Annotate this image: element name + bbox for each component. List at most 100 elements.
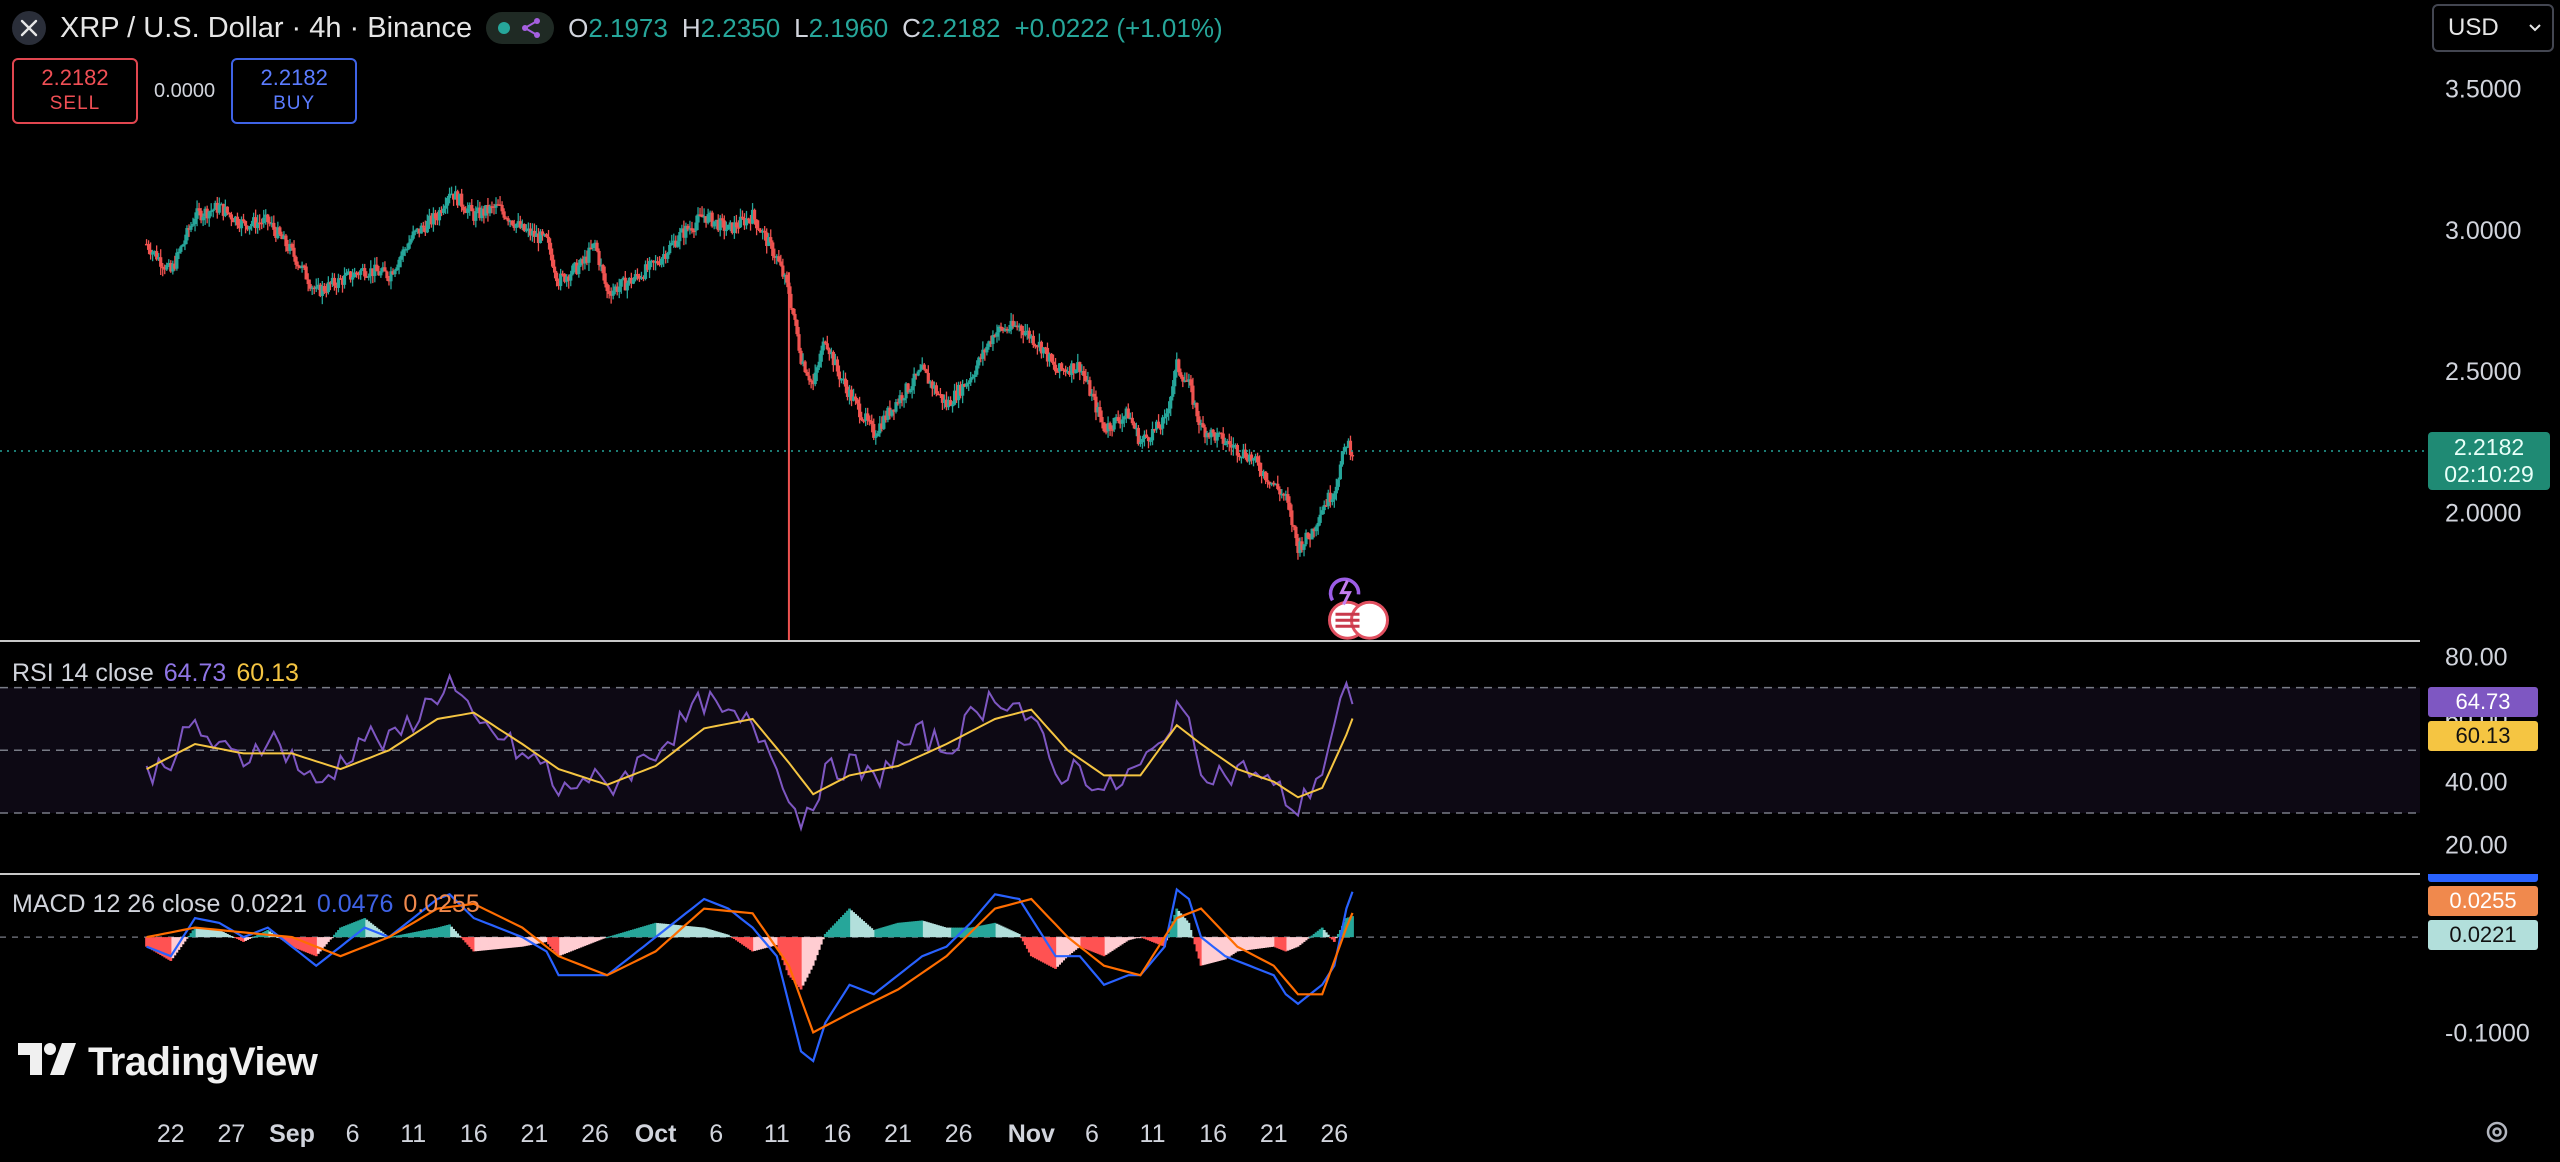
macd-histogram-bar: [557, 937, 561, 957]
macd-histogram-bar: [894, 923, 898, 938]
macd-histogram-bar: [1167, 933, 1171, 938]
price-candle: [789, 293, 793, 309]
close-icon[interactable]: [12, 11, 46, 45]
macd-histogram-bar: [817, 937, 821, 950]
macd-histogram-bar: [1169, 927, 1173, 938]
price-candle: [1025, 330, 1029, 333]
rsi-legend[interactable]: RSI 14 close 64.73 60.13: [12, 659, 299, 688]
price-candle: [1167, 408, 1171, 414]
price-candle: [544, 234, 549, 237]
macd-histogram-bar: [955, 927, 958, 938]
price-candle: [769, 237, 773, 243]
price-candle: [330, 277, 334, 285]
macd-histogram-bar: [668, 924, 672, 938]
price-candle: [193, 218, 197, 225]
macd-histogram-bar: [799, 937, 803, 990]
macd-histogram-bar: [1141, 937, 1144, 939]
macd-histogram-bar: [1185, 920, 1189, 938]
price-candle: [797, 334, 801, 351]
price-candle: [1314, 526, 1318, 532]
macd-histogram-bar: [169, 937, 173, 961]
macd-histogram-bar: [474, 937, 478, 952]
macd-histogram-bar: [704, 928, 708, 938]
macd-histogram-bar: [480, 937, 484, 951]
price-candle: [581, 259, 585, 264]
macd-histogram-bar: [1207, 937, 1211, 964]
price-candle: [536, 233, 541, 244]
macd-histogram-bar: [862, 921, 866, 938]
spread-value: 0.0000: [154, 79, 216, 102]
price-candle: [1247, 454, 1252, 462]
price-candle: [656, 261, 660, 264]
price-candle: [1290, 510, 1294, 526]
market-status-pill[interactable]: [486, 12, 555, 44]
price-candle: [1037, 341, 1041, 347]
ohlc-key: H: [681, 12, 701, 43]
price-candle: [419, 225, 423, 234]
price-candle: [649, 260, 654, 263]
macd-histogram-bar: [397, 935, 401, 938]
price-candle: [641, 277, 646, 279]
price-candle: [425, 221, 429, 233]
price-candle: [805, 372, 809, 376]
price-candle: [1124, 408, 1128, 417]
price-candle: [466, 208, 470, 213]
price-candle: [817, 361, 821, 368]
time-axis-tick: 6: [1085, 1120, 1099, 1148]
price-candle: [508, 220, 512, 223]
buy-button[interactable]: 2.2182 BUY: [231, 58, 358, 124]
macd-histogram-bar: [240, 937, 243, 941]
sell-button[interactable]: 2.2182 SELL: [12, 58, 138, 124]
price-candle: [934, 385, 938, 394]
symbol-title[interactable]: XRP / U.S. Dollar · 4h · Binance: [60, 11, 473, 44]
price-candle: [1282, 493, 1286, 496]
price-candle: [882, 415, 886, 429]
price-candle: [294, 256, 298, 265]
trade-panel: 2.2182 SELL 0.0000 2.2182 BUY: [12, 58, 358, 124]
macd-histogram-bar: [1235, 937, 1239, 952]
price-candle: [571, 265, 575, 275]
macd-histogram-bar: [833, 923, 837, 938]
price-candle: [860, 417, 864, 421]
price-candle: [452, 193, 456, 200]
macd-legend[interactable]: MACD 12 26 close 0.0221 0.0476 0.0255: [12, 890, 480, 919]
price-candle: [1169, 396, 1173, 409]
price-candle: [1286, 494, 1290, 503]
macd-histogram-bar: [951, 927, 954, 938]
price-candle: [1241, 449, 1246, 457]
currency-select[interactable]: USD: [2432, 4, 2554, 52]
macd-histogram-bar: [183, 937, 187, 942]
macd-histogram-bar: [405, 933, 409, 938]
price-candle: [1080, 371, 1084, 373]
price-candle: [427, 215, 431, 222]
macd-histogram-bar: [607, 936, 611, 938]
macd-histogram-bar: [1086, 937, 1090, 950]
tradingview-logo[interactable]: TradingView: [18, 1040, 318, 1085]
gear-icon[interactable]: [2482, 1117, 2512, 1147]
macd-histogram-bar: [472, 937, 476, 952]
macd-histogram-bar: [395, 935, 399, 938]
price-candle: [967, 382, 971, 384]
macd-histogram-bar: [403, 933, 407, 938]
macd-histogram-bar: [581, 937, 585, 947]
price-candle: [324, 291, 328, 293]
price-candle: [175, 252, 179, 269]
price-candle: [223, 206, 227, 216]
macd-histogram-bar: [567, 937, 571, 953]
price-candle: [942, 399, 947, 403]
price-candle: [930, 381, 934, 389]
macd-histogram-bar: [767, 937, 771, 948]
macd-histogram-bar: [304, 937, 308, 953]
price-candle: [460, 193, 464, 207]
price-candle: [207, 211, 211, 219]
macd-histogram-bar: [688, 926, 692, 938]
macd-histogram-bar: [589, 937, 593, 944]
macd-histogram-bar: [1223, 937, 1227, 960]
price-candle: [498, 204, 502, 206]
price-candle: [385, 271, 389, 279]
macd-histogram-bar: [464, 937, 468, 943]
macd-histogram-bar: [1278, 937, 1282, 950]
price-candle: [417, 228, 421, 234]
price-candle: [1255, 456, 1260, 463]
